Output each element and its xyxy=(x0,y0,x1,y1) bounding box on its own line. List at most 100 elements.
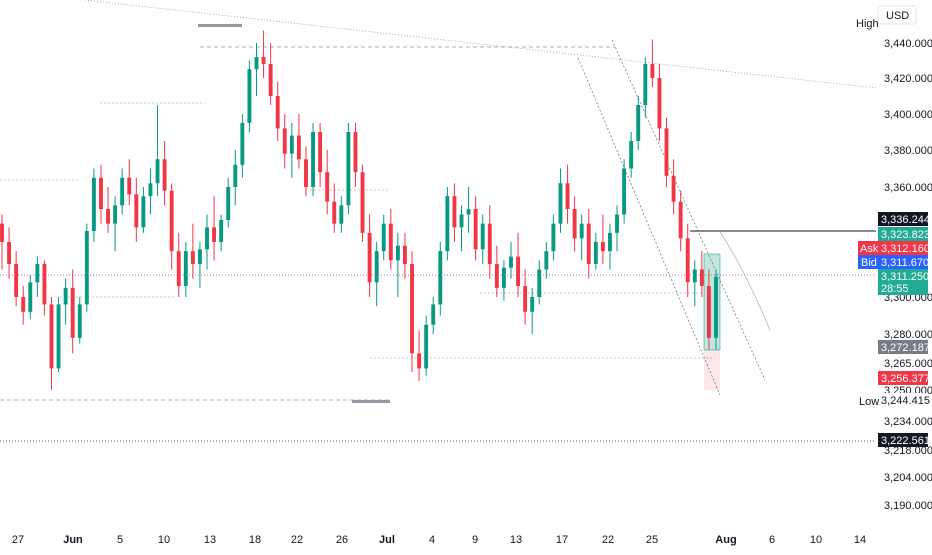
time-tick-label: 27 xyxy=(12,534,24,546)
price-tag-ask-box xyxy=(878,241,928,255)
price-tag-red-box xyxy=(878,371,928,385)
candle-body xyxy=(226,187,231,220)
price-tag-grey-box xyxy=(878,340,928,354)
candle-body xyxy=(643,64,648,105)
candle-body xyxy=(593,242,598,264)
candle-body xyxy=(134,194,139,228)
candle-body xyxy=(410,264,414,354)
ask-label: Ask xyxy=(860,243,879,255)
candle-body xyxy=(699,269,704,286)
candle-body xyxy=(431,304,436,325)
candle-body xyxy=(360,172,365,233)
candle-body xyxy=(459,214,464,228)
candle-body xyxy=(28,282,33,312)
time-tick-label: 22 xyxy=(602,534,614,546)
price-tag-green_1-box xyxy=(878,227,928,241)
price-tick-label: 3,380.000 xyxy=(884,145,932,157)
candle-body xyxy=(452,196,457,228)
trendline-upper xyxy=(84,0,877,89)
price-tag-ask: 3,312.160 xyxy=(881,243,930,255)
candle-body xyxy=(466,209,471,215)
candle-body xyxy=(296,135,301,160)
price-tag-green_2-box xyxy=(878,269,928,283)
price-tick-label: 3,400.000 xyxy=(884,109,932,121)
time-tick-label: 13 xyxy=(204,534,216,546)
candle-body xyxy=(367,232,372,283)
candle-body xyxy=(311,132,315,187)
candle-body xyxy=(381,223,386,252)
price-tags: 3,336.244 3,323.823 3,312.160 3,311.670 3,31… xyxy=(878,212,930,447)
candle-body xyxy=(14,264,19,297)
candle-body xyxy=(268,64,273,96)
candle-body xyxy=(714,276,718,338)
low-label: Low xyxy=(859,396,879,408)
candle-body xyxy=(155,159,160,184)
candle-body xyxy=(169,190,174,252)
candle-body xyxy=(572,209,577,239)
ask-label-box xyxy=(858,241,878,255)
long-position-loss xyxy=(704,350,720,390)
candle-body xyxy=(247,69,252,123)
price-axis[interactable]: 3,440.000 3,420.000 3,400.000 3,380.000 3,36… xyxy=(884,38,932,512)
time-tick-label: 10 xyxy=(158,534,170,546)
time-tick-label: 14 xyxy=(854,534,866,546)
candle-body xyxy=(445,196,450,252)
candle-body xyxy=(190,251,195,264)
currency-label[interactable]: USD xyxy=(886,10,909,22)
time-axis[interactable]: 27 Jun 5 10 13 18 22 26 Jul 4 9 13 17 22 25 Aug 6 10 14 xyxy=(12,534,866,546)
price-tag-grey: 3,272.187 xyxy=(881,342,930,354)
time-tick-label: 13 xyxy=(510,534,522,546)
price-tick-label: 3,440.000 xyxy=(884,38,932,50)
candle-body xyxy=(664,128,669,176)
candle-body xyxy=(49,304,54,369)
candle-body xyxy=(127,177,132,195)
candle-body xyxy=(84,231,89,305)
high-marker-bar xyxy=(198,24,242,27)
candle-body xyxy=(650,64,655,78)
candle-body xyxy=(162,159,167,191)
candle-body xyxy=(275,96,280,129)
candle-body xyxy=(438,251,443,305)
bid-label-box xyxy=(858,255,878,269)
candle-body xyxy=(487,223,492,264)
candle-body xyxy=(657,78,662,129)
candle-body xyxy=(551,223,556,252)
candle-body xyxy=(608,232,612,252)
candle-body xyxy=(197,249,202,264)
candle-body xyxy=(671,175,676,202)
candle-body xyxy=(304,159,308,187)
candle-body xyxy=(388,223,393,261)
candle-body xyxy=(176,251,181,286)
candle-body xyxy=(501,267,506,288)
candle-body xyxy=(537,269,542,297)
candle-body xyxy=(233,164,238,187)
price-tick-label: 3,190.000 xyxy=(884,500,932,512)
low-marker-bar xyxy=(352,400,390,403)
channel-line-left xyxy=(577,57,721,396)
candle-body xyxy=(141,196,146,228)
time-tick-label: 6 xyxy=(769,534,775,546)
candle-body xyxy=(99,177,103,209)
candle-body xyxy=(353,132,358,173)
price-tag-bid: 3,311.670 xyxy=(881,257,929,269)
candle-body xyxy=(706,286,711,338)
price-tag-low: 3,244.415 xyxy=(881,395,930,407)
price-tag-low-box xyxy=(878,393,928,407)
price-tag-countdown-box xyxy=(878,281,928,295)
time-tick-label: Aug xyxy=(715,534,736,546)
time-tick-label: 9 xyxy=(472,534,478,546)
candle-body xyxy=(106,209,110,224)
candle-body xyxy=(70,287,75,338)
price-tag-level_top-box xyxy=(878,212,928,226)
candle-body xyxy=(240,123,245,165)
candle-body xyxy=(205,227,209,250)
candle-body xyxy=(7,242,12,264)
price-tag-level_top: 3,336.244 xyxy=(881,214,930,226)
candle-body xyxy=(332,201,337,224)
candle-body xyxy=(558,183,563,224)
price-tag-bottom: 3,222.561 xyxy=(881,435,930,447)
bid-label: Bid xyxy=(861,257,877,269)
time-tick-label: 22 xyxy=(291,534,303,546)
